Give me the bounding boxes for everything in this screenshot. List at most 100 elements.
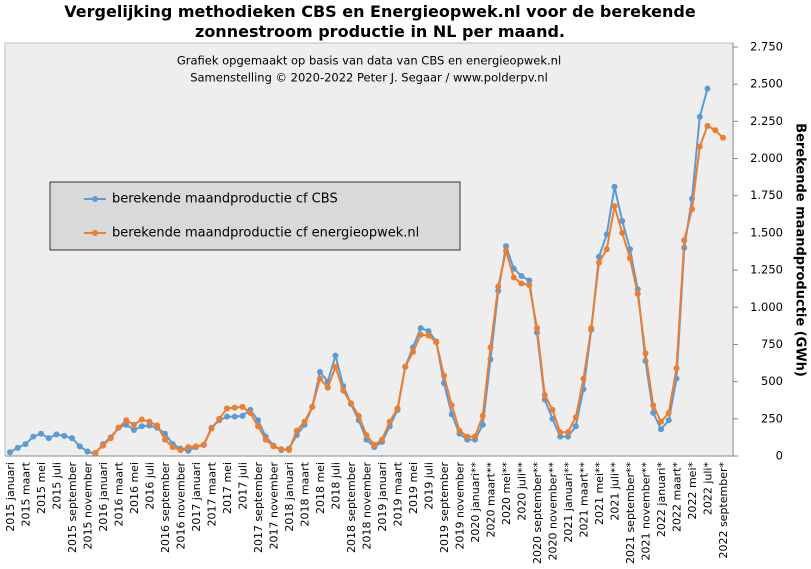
legend-label: berekende maandproductie cf energieopwek… (112, 226, 419, 241)
legend (49, 181, 461, 251)
y-tick-label: 2.250 (750, 114, 783, 128)
x-tick-label: 2019 september (438, 462, 451, 554)
point (417, 325, 424, 332)
point (665, 417, 672, 424)
x-tick-label: 2019 november (454, 462, 467, 550)
series-line (94, 124, 724, 454)
point (138, 423, 145, 430)
point (596, 259, 602, 266)
point (231, 413, 238, 420)
point (53, 431, 60, 438)
x-tick-label: 2015 maart (20, 461, 33, 526)
point (557, 433, 564, 440)
x-tick-label: 2017 mei (221, 462, 234, 514)
point (410, 348, 416, 355)
point (503, 247, 509, 254)
x-tick-label: 2015 juli (51, 462, 64, 510)
point (456, 427, 463, 434)
y-tick-label: 500 (761, 374, 783, 388)
x-tick-label: 2021 september** (624, 462, 637, 565)
point (286, 447, 292, 454)
point (526, 281, 533, 288)
point (704, 85, 711, 92)
point (84, 448, 91, 455)
point (526, 277, 533, 284)
point (208, 425, 215, 432)
point (464, 433, 471, 440)
x-tick-label: 2022 september* (717, 462, 730, 559)
point (231, 404, 238, 411)
point (270, 443, 277, 450)
x-tick-label: 2016 mei (128, 462, 141, 514)
point (131, 426, 137, 433)
point (696, 143, 703, 150)
point (371, 441, 378, 448)
x-tick-label: 2016 september (159, 462, 172, 554)
point (169, 444, 176, 451)
x-tick-label: 2017 maart (206, 461, 219, 526)
point (495, 283, 502, 290)
y-tick-label: 2.500 (750, 77, 783, 91)
point (324, 384, 331, 391)
point (704, 122, 711, 129)
point (549, 415, 556, 422)
point (611, 203, 618, 210)
point (510, 274, 517, 281)
point (224, 413, 230, 420)
x-tick-label: 2021 mei** (593, 462, 606, 526)
point (611, 183, 618, 190)
point (627, 255, 633, 262)
point (534, 325, 540, 332)
point (572, 423, 579, 430)
point (239, 403, 246, 410)
x-tick-label: 2018 juli (330, 462, 343, 510)
point (177, 447, 184, 454)
point (658, 418, 664, 425)
point (549, 406, 556, 413)
point (224, 405, 230, 412)
x-tick-label: 2019 januari (376, 462, 389, 532)
x-tick-label: 2019 maart (392, 461, 405, 526)
point (425, 328, 432, 335)
x-tick-label: 2015 mei (35, 462, 48, 514)
point (417, 331, 424, 338)
point (634, 290, 641, 297)
x-tick-label: 2016 maart (113, 461, 126, 526)
point (572, 414, 579, 421)
y-tick-label: 250 (761, 411, 783, 425)
y-tick-label: 750 (761, 337, 783, 351)
point (681, 237, 688, 244)
x-tick-label: 2016 november (175, 462, 188, 550)
x-tick-label: 2018 januari (283, 462, 296, 532)
point (557, 429, 564, 436)
x-tick-label: 2018 september (345, 462, 358, 554)
point (332, 363, 339, 370)
x-tick-label: 2022 maart* (671, 462, 684, 533)
x-tick-label: 2015 september (66, 462, 79, 554)
point (255, 423, 261, 430)
x-tick-label: 2022 mei* (686, 462, 699, 520)
y-tick-label: 0 (776, 449, 783, 463)
point (503, 243, 509, 250)
point (379, 436, 385, 443)
point (487, 344, 494, 351)
point (348, 400, 354, 407)
point (107, 435, 114, 442)
point (619, 229, 626, 236)
x-tick-label: 2017 januari (190, 462, 203, 532)
x-tick-label: 2020 november** (547, 462, 560, 561)
point (131, 421, 137, 428)
point (262, 436, 269, 443)
point (650, 409, 657, 416)
point (665, 409, 672, 416)
point (216, 415, 223, 422)
y-tick-label: 1.000 (750, 300, 783, 314)
point (448, 402, 455, 409)
point (394, 405, 401, 412)
x-tick-label: 2019 juli (423, 462, 436, 510)
point (154, 422, 161, 429)
point (100, 442, 106, 449)
point (479, 412, 486, 419)
point (332, 352, 339, 359)
